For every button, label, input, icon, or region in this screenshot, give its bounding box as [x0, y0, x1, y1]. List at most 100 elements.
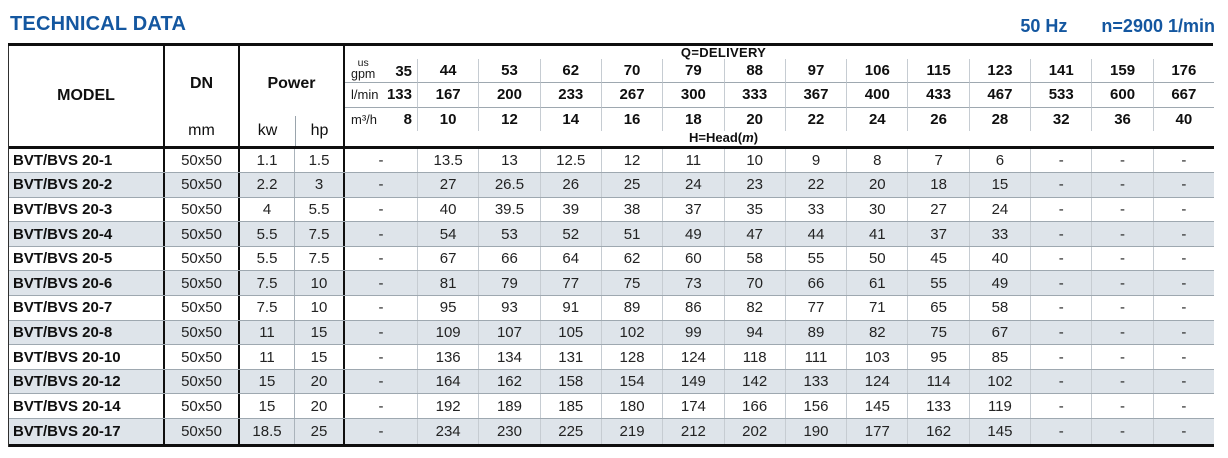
head-value-cell: 118 [723, 345, 785, 369]
gpm-value-cell: 123 [968, 58, 1031, 83]
kw-cell: 18.5 [240, 419, 295, 444]
head-value-cell: - [1152, 345, 1214, 369]
head-value-cell: 133 [907, 394, 968, 419]
table-row: BVT/BVS 20-5 50x50 5.5 7.5 - 67 66 64 62 60 58 55 50… [9, 246, 1214, 272]
head-value-cell: 133 [784, 369, 846, 394]
dn-cell: 50x50 [165, 320, 240, 345]
head-value-cell: - [378, 373, 384, 391]
head-value-cell: 15 [968, 173, 1030, 197]
head-value-cell: - [1030, 222, 1091, 246]
gpm-value-cell: 62 [539, 58, 601, 83]
head-value-cell: 77 [784, 296, 846, 320]
head-value-cell: 77 [539, 271, 601, 296]
power-units-row: kw hp [240, 115, 343, 146]
m3h-unit-label: m³/h [351, 111, 377, 127]
head-value-cell: - [378, 176, 384, 194]
head-value-cell: 37 [907, 222, 968, 246]
head-value-cell: 6 [968, 148, 1030, 173]
head-value-cell: 174 [662, 394, 723, 419]
gpm-value-cell: 53 [478, 58, 540, 83]
head-value-cell: 91 [539, 296, 601, 320]
head-value-cell: 70 [723, 271, 785, 296]
head-value-cell: - [1152, 419, 1214, 444]
spec-labels: 50 Hz n=2900 1/min [1020, 16, 1215, 37]
head-value-cell: 105 [539, 320, 601, 345]
head-value-cell: 66 [478, 246, 539, 271]
frequency-label: 50 Hz [1020, 16, 1068, 36]
head-value-cell: - [1091, 394, 1152, 419]
m3h-value-cell: 20 [723, 107, 785, 131]
head-value-cell: 114 [907, 369, 968, 394]
model-cell: BVT/BVS 20-6 [9, 271, 165, 296]
head-value-cell: - [378, 225, 384, 243]
head-value-cell: - [378, 397, 384, 415]
head-value-cell: 26.5 [478, 173, 539, 197]
lmin-unit-label: l/min [351, 87, 379, 102]
gpm-value-cell: 79 [662, 58, 724, 83]
head-value-cell: - [1091, 345, 1152, 369]
head-value-cell: - [378, 299, 384, 317]
table-row: BVT/BVS 20-12 50x50 15 20 - 164 162 158 154 149 14… [9, 369, 1214, 395]
dn-cell: 50x50 [165, 173, 240, 197]
hp-cell: 1.5 [295, 148, 345, 173]
head-value-cell: - [378, 422, 384, 440]
lmin-value-cell: 600 [1091, 82, 1153, 108]
kw-cell: 1.1 [240, 148, 295, 173]
head-value-cell: 33 [784, 197, 846, 222]
lmin-value-cell: 367 [784, 82, 847, 108]
top-rule [8, 43, 1213, 46]
head-value-cell: 119 [968, 394, 1030, 419]
m3h-value-cell: 8 [403, 110, 412, 128]
head-value-cell: 79 [478, 271, 539, 296]
head-value-cell: 166 [723, 394, 785, 419]
head-value-cell: - [1030, 419, 1091, 444]
head-value-cell: 192 [417, 394, 478, 419]
head-value-cell: - [1152, 394, 1214, 419]
head-value-cell: 82 [723, 296, 785, 320]
m3h-value-cell: 12 [478, 107, 539, 131]
dn-cell: 50x50 [165, 419, 240, 444]
head-value-cell: 49 [968, 271, 1030, 296]
delivery-header: Q=DELIVERY us gpm 35 l/min 133 m³/h 8 [345, 46, 1214, 146]
head-value-cell: 20 [846, 173, 907, 197]
head-value-cell: 41 [846, 222, 907, 246]
lmin-value-cell: 433 [907, 82, 969, 108]
head-value-cell: 18 [907, 173, 968, 197]
head-value-cell: 33 [968, 222, 1030, 246]
hp-cell: 3 [295, 173, 345, 197]
head-value-cell: - [1030, 320, 1091, 345]
head-value-cell: - [1030, 197, 1091, 222]
head-value-cell: 136 [417, 345, 478, 369]
head-value-cell: 22 [784, 173, 846, 197]
lmin-value-cell: 233 [539, 82, 601, 108]
model-cell: BVT/BVS 20-3 [9, 197, 165, 222]
hp-cell: 7.5 [295, 222, 345, 246]
head-value-cell: - [1030, 246, 1091, 271]
head-value-cell: 24 [662, 173, 723, 197]
head-value-cell: 128 [600, 345, 662, 369]
m3h-value-cell: 36 [1091, 107, 1152, 131]
table-row: BVT/BVS 20-2 50x50 2.2 3 - 27 26.5 26 25 24 23 22 20… [9, 173, 1214, 198]
head-value-cell: 45 [907, 246, 968, 271]
head-value-cell: - [378, 323, 384, 341]
lmin-value-cell: 300 [662, 82, 724, 108]
head-value-cell: 75 [600, 271, 662, 296]
gpm-value-cell: 35 [395, 62, 412, 80]
kw-cell: 4 [240, 197, 295, 222]
lmin-value-cell: 167 [417, 82, 479, 108]
head-value-cell: - [1091, 369, 1152, 394]
table-row: BVT/BVS 20-17 50x50 18.5 25 - 234 230 225 219 212… [9, 419, 1214, 444]
head-value-cell: - [1152, 246, 1214, 271]
dn-column-header: DN mm [165, 45, 240, 146]
head-value-cell: 7 [907, 148, 968, 173]
head-value-cell: 50 [846, 246, 907, 271]
head-value-cell: 99 [662, 320, 723, 345]
head-value-cell: 66 [784, 271, 846, 296]
kw-cell: 7.5 [240, 271, 295, 296]
head-value-cell: 81 [417, 271, 478, 296]
head-value-cell: 156 [784, 394, 846, 419]
head-value-cell: 24 [968, 197, 1030, 222]
head-value-cell: 85 [968, 345, 1030, 369]
head-value-cell: 62 [600, 246, 662, 271]
